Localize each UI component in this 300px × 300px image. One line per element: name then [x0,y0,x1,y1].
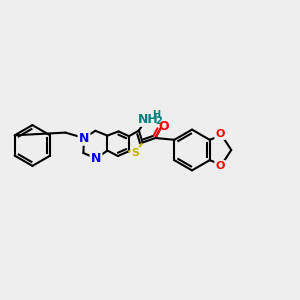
Text: N: N [79,131,89,145]
Text: 2: 2 [155,116,162,126]
Text: H: H [152,110,161,121]
Text: NH: NH [138,112,159,126]
Text: N: N [91,152,101,165]
Text: S: S [132,148,140,158]
Text: O: O [215,161,225,171]
Text: O: O [158,120,169,133]
Text: O: O [215,129,225,139]
